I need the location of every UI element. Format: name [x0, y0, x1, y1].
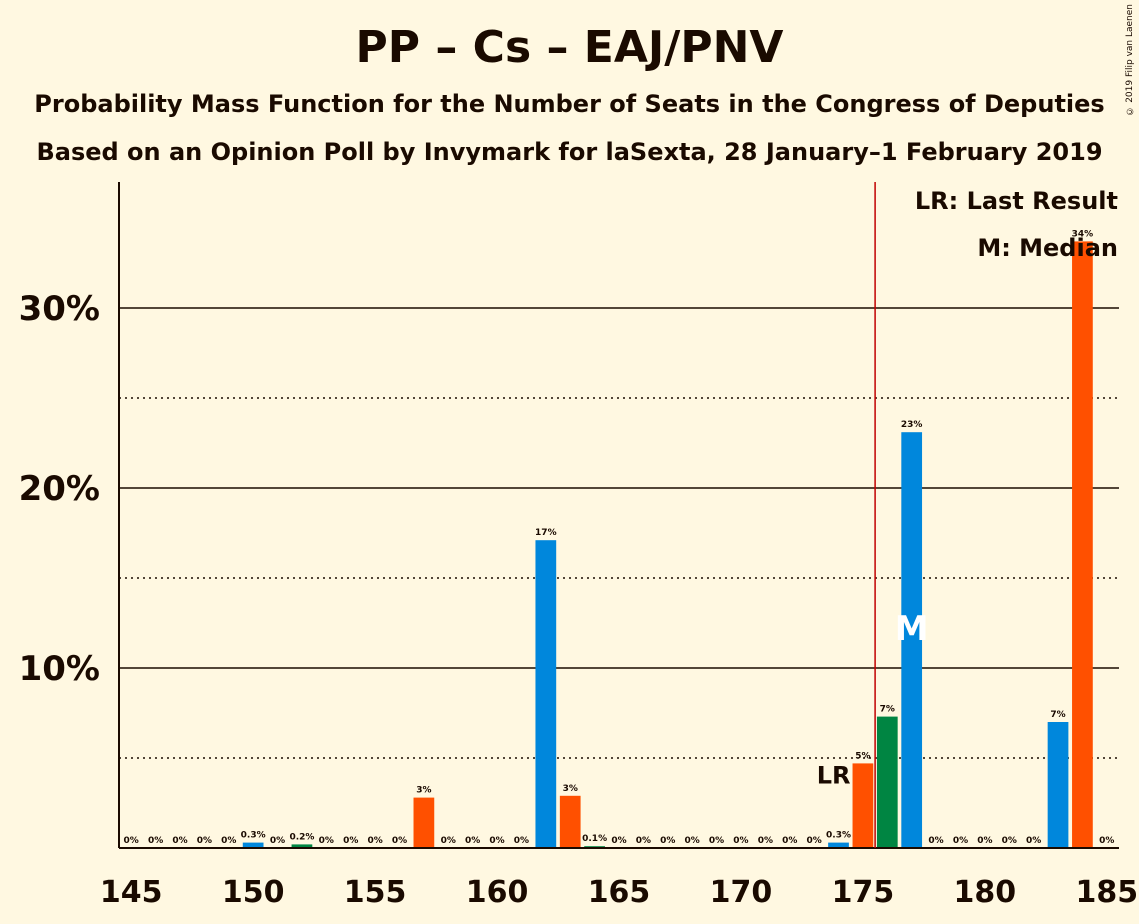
bar-value-label: 0% — [758, 836, 773, 846]
bar-value-label: 0.3% — [241, 831, 266, 841]
bar-value-label: 7% — [880, 705, 895, 715]
bar-value-label: 0% — [489, 836, 504, 846]
bar-value-label: 0% — [806, 836, 821, 846]
bar-value-label: 17% — [535, 528, 557, 538]
bar — [291, 844, 313, 848]
chart-source-subtitle: Based on an Opinion Poll by Invymark for… — [36, 138, 1103, 166]
bar-value-label: 0.2% — [289, 832, 314, 842]
bar-value-label: 0% — [514, 836, 529, 846]
bar-value-label: 0.3% — [826, 831, 851, 841]
bar-value-label: 34% — [1072, 229, 1094, 239]
x-tick-label: 185 — [1075, 875, 1138, 910]
bar-value-label: 7% — [1050, 710, 1065, 720]
bar-value-label: 0% — [343, 836, 358, 846]
bar-value-label: 0% — [953, 836, 968, 846]
x-tick-label: 155 — [344, 875, 407, 910]
x-tick-label: 145 — [100, 875, 163, 910]
bar-value-label: 0% — [611, 836, 626, 846]
bar-value-label: 0% — [465, 836, 480, 846]
x-tick-label: 180 — [954, 875, 1017, 910]
bar-value-label: 0% — [977, 836, 992, 846]
bar-value-label: 0% — [221, 836, 236, 846]
bar-value-label: 0% — [709, 836, 724, 846]
legend-last-result: LR: Last Result — [915, 187, 1118, 215]
bar-value-label: 0% — [1002, 836, 1017, 846]
chart-title: PP – Cs – EAJ/PNV — [355, 22, 784, 73]
y-tick-labels: 10% 20% 30% — [19, 289, 100, 689]
legend-median: M: Median — [977, 234, 1118, 262]
x-tick-label: 175 — [832, 875, 895, 910]
bar-value-label: 0% — [172, 836, 187, 846]
bar-value-label: 0% — [367, 836, 382, 846]
bar-value-label: 0% — [441, 836, 456, 846]
bar-value-label: 0% — [685, 836, 700, 846]
x-tick-label: 165 — [588, 875, 651, 910]
bar-value-label: 0% — [270, 836, 285, 846]
median-marker: M — [895, 609, 929, 649]
bar-value-label: 3% — [416, 786, 431, 796]
bar-value-label: 0% — [733, 836, 748, 846]
bar — [852, 763, 874, 848]
bar-value-label: 0% — [1026, 836, 1041, 846]
bar — [535, 540, 557, 848]
x-tick-label: 150 — [222, 875, 285, 910]
y-tick-label: 20% — [19, 469, 100, 509]
bar-value-label: 0% — [660, 836, 675, 846]
bar — [242, 842, 264, 848]
y-tick-label: 30% — [19, 289, 100, 329]
bar — [559, 795, 581, 848]
bar-value-label: 0% — [928, 836, 943, 846]
bar-value-label: 0% — [197, 836, 212, 846]
bar-value-label: 5% — [855, 751, 870, 761]
bar — [1072, 241, 1093, 848]
bar-value-label: 0% — [148, 836, 163, 846]
x-tick-label: 160 — [466, 875, 529, 910]
bar-value-label: 3% — [563, 784, 578, 794]
bar — [828, 842, 849, 848]
bar — [413, 797, 435, 848]
bar-value-label: 0% — [636, 836, 651, 846]
x-tick-labels: 145 150 155 160 165 170 175 180 185 — [100, 875, 1138, 910]
x-tick-label: 170 — [710, 875, 773, 910]
last-result-marker: LR — [817, 761, 851, 789]
bar-value-label: 0% — [319, 836, 334, 846]
bar-value-label: 0% — [782, 836, 797, 846]
y-tick-label: 10% — [19, 649, 100, 689]
grid-lines — [119, 307, 1119, 759]
bar-value-label: 0% — [392, 836, 407, 846]
bar-value-label: 23% — [901, 420, 923, 430]
bar-value-label: 0.1% — [582, 834, 607, 844]
bars — [242, 241, 1093, 848]
bar — [1047, 722, 1069, 848]
bar — [901, 432, 923, 848]
bar-value-label: 0% — [124, 836, 139, 846]
bar — [876, 716, 898, 848]
bar-labels: 0% 0% 0% 0% 0% 0.3% 0% 0.2% 0% 0% 0% 0% 3% 0% 0% 0% 0% 17… — [124, 229, 1115, 846]
bar-value-label: 0% — [1099, 836, 1114, 846]
chart-subtitle: Probability Mass Function for the Number… — [34, 90, 1105, 118]
